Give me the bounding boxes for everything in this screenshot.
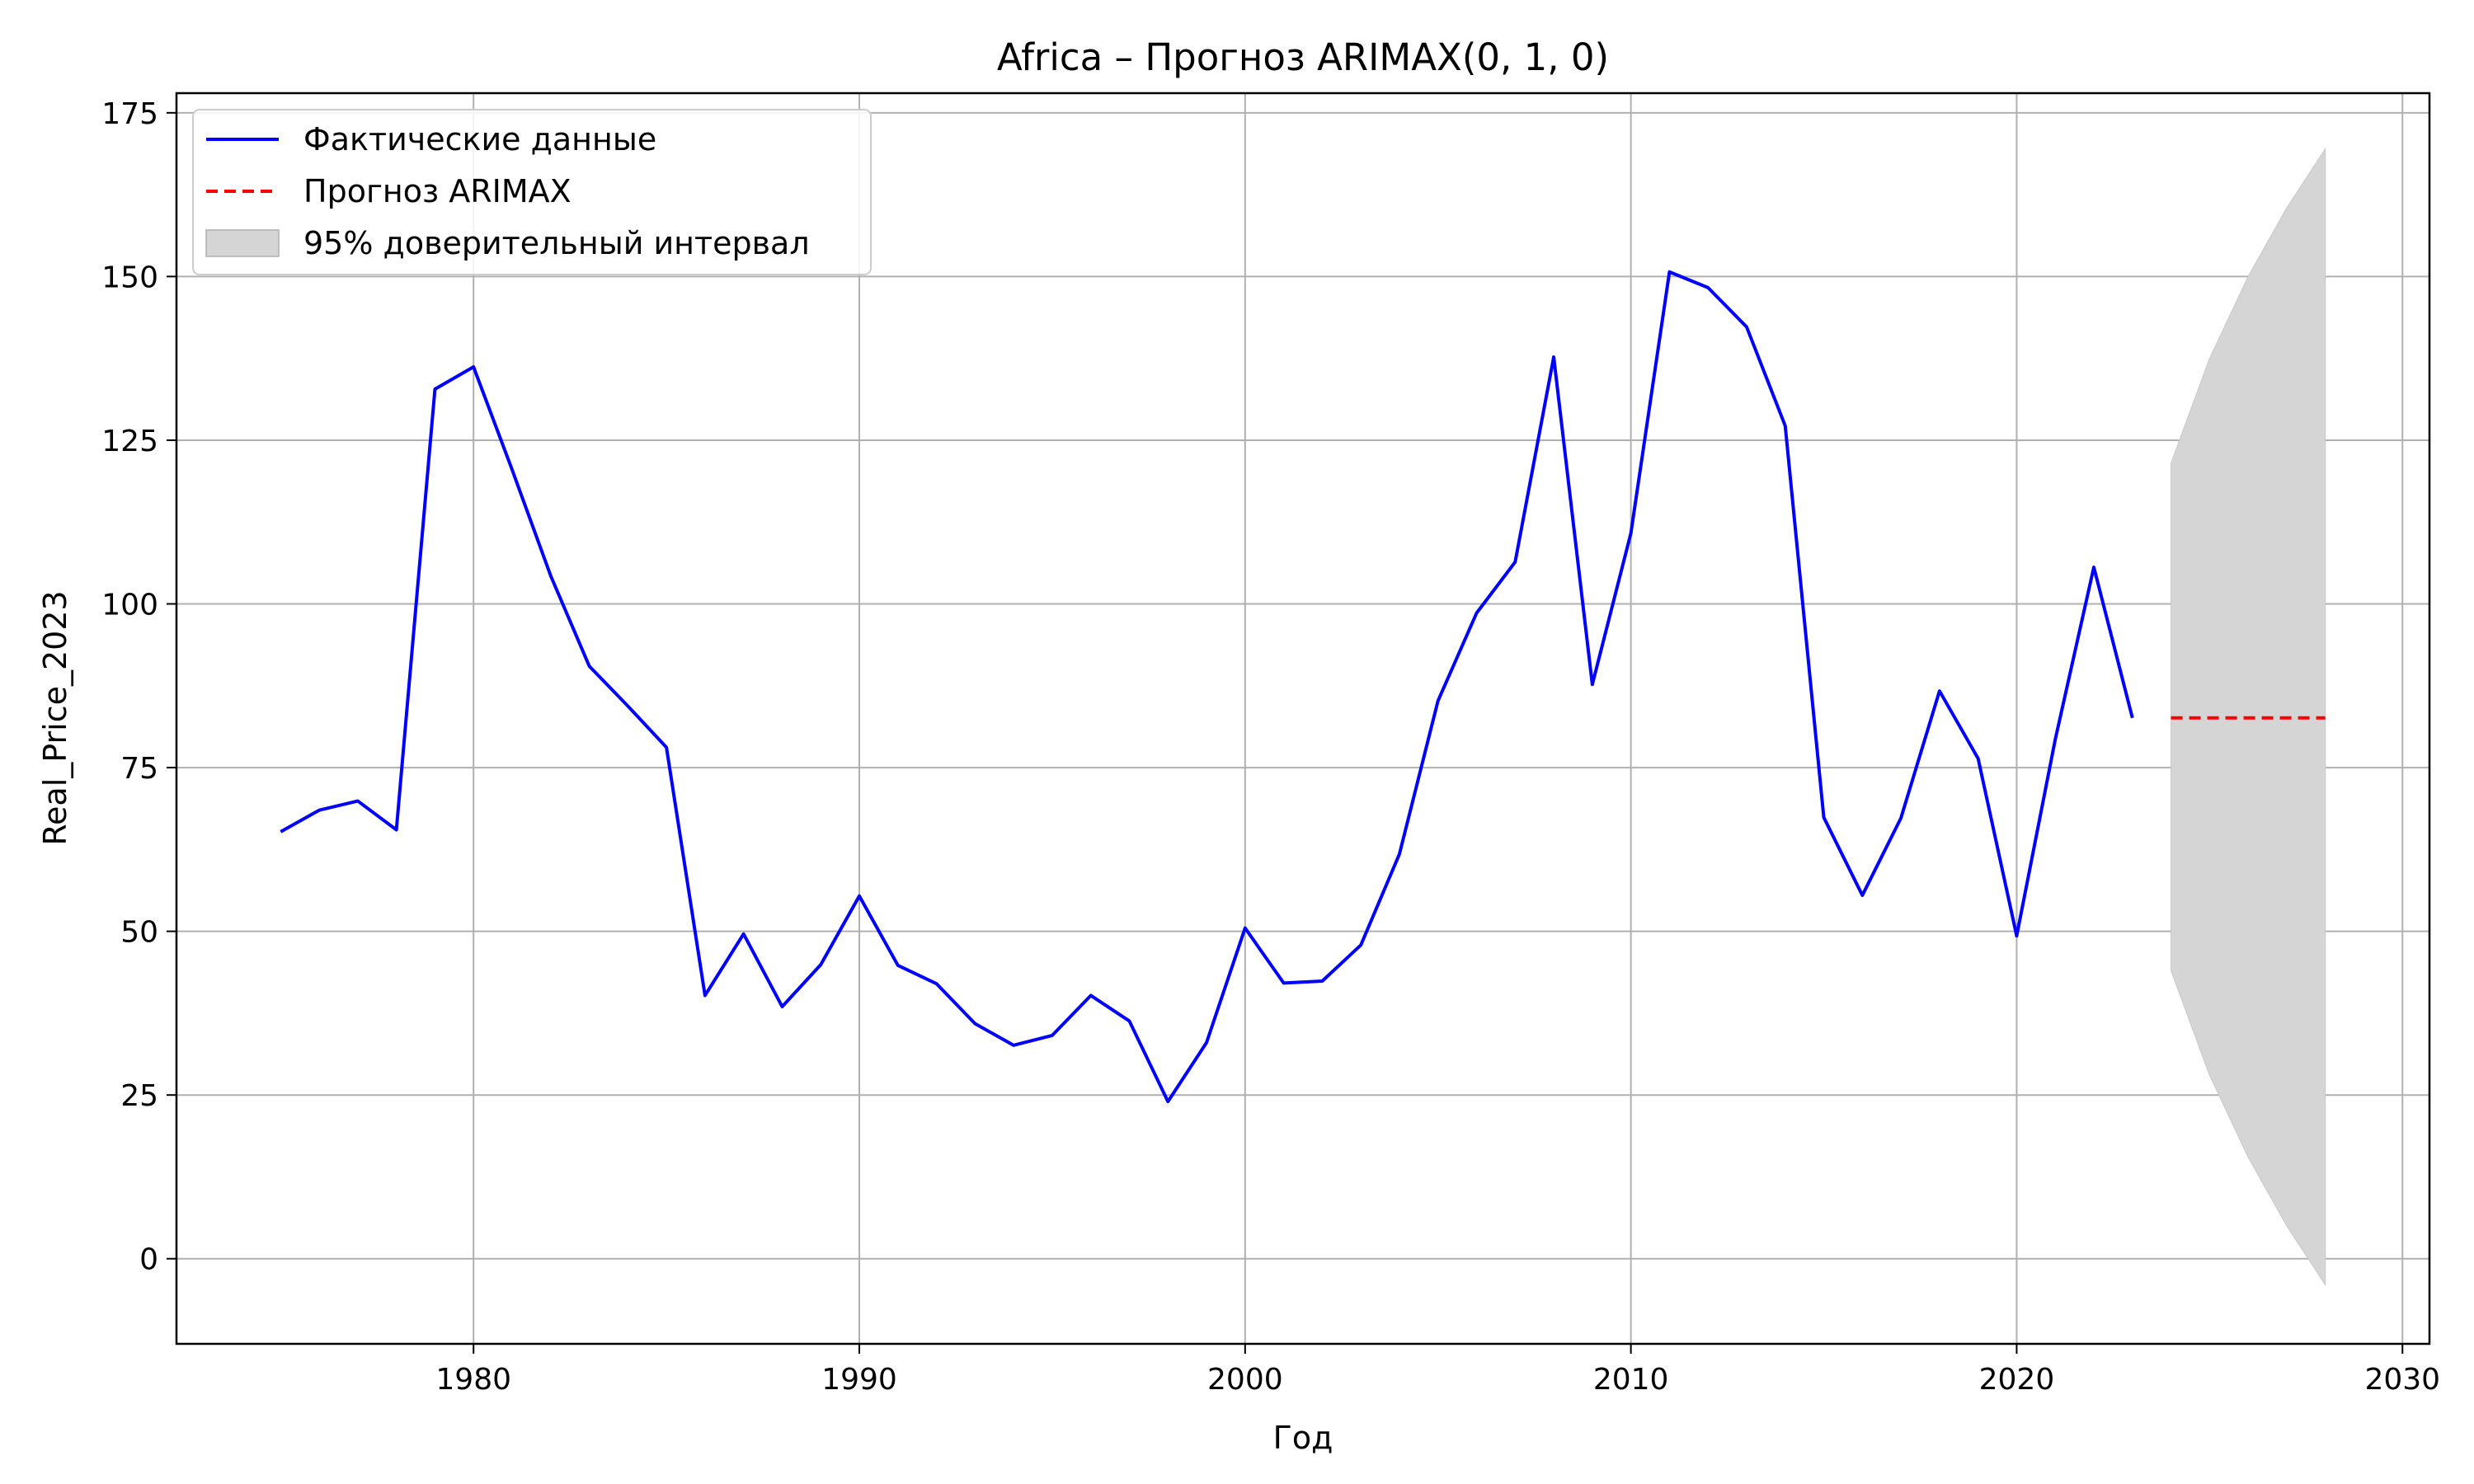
legend-frame (192, 109, 872, 275)
y-tick-label: 75 (120, 752, 158, 786)
y-tick-label: 150 (101, 261, 158, 294)
x-tick-label: 2030 (2364, 1363, 2440, 1397)
actual-data-line (280, 270, 2134, 1104)
series-layer (280, 270, 2326, 1104)
legend-label-ci: 95% доверительный интервал (303, 225, 810, 261)
y-axis: 0 25 50 75 100 125 150 175 (101, 97, 176, 1277)
x-tick-label: 2000 (1207, 1363, 1283, 1397)
y-tick-label: 100 (101, 589, 158, 622)
grid (176, 93, 2429, 1344)
legend-swatch-ci (205, 229, 280, 257)
x-tick-label: 2010 (1593, 1363, 1669, 1397)
x-tick-label: 1990 (821, 1363, 897, 1397)
x-tick-label: 2020 (1979, 1363, 2055, 1397)
y-tick-label: 50 (120, 916, 158, 950)
x-axis: 1980 1990 2000 2010 2020 2030 (435, 1344, 2440, 1397)
x-tick-label: 1980 (435, 1363, 511, 1397)
chart-title: Africa – Прогноз ARIMAX(0, 1, 0) (997, 35, 1609, 79)
legend-label-forecast: Прогноз ARIMAX (303, 173, 571, 209)
x-axis-label: Год (1273, 1420, 1333, 1456)
y-axis-label: Real_Price_2023 (37, 590, 73, 845)
y-tick-label: 25 (120, 1079, 158, 1113)
plot-frame (175, 92, 2431, 1345)
legend: Фактические данные Прогноз ARIMAX 95% до… (192, 109, 872, 275)
y-tick-label: 175 (101, 97, 158, 131)
y-tick-label: 0 (139, 1243, 158, 1277)
legend-label-actual: Фактические данные (303, 121, 656, 157)
y-tick-label: 125 (101, 425, 158, 458)
